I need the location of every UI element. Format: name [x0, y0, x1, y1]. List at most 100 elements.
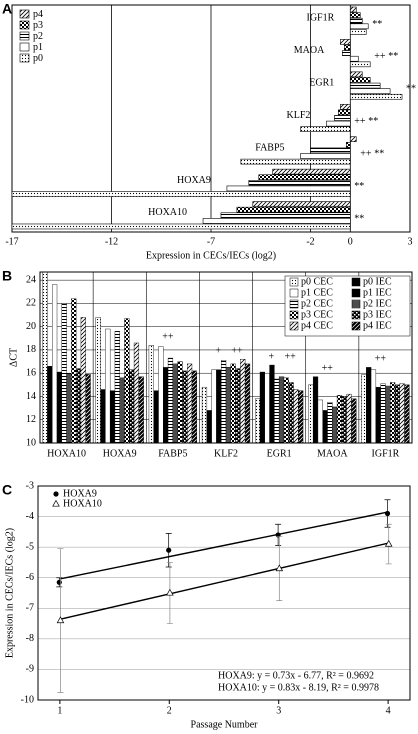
- significance-mark: **: [354, 181, 364, 192]
- bar: [298, 390, 304, 444]
- y-tick-label: 12: [26, 414, 36, 425]
- significance-mark: ++: [375, 354, 387, 365]
- bar: [351, 398, 357, 444]
- legend-swatch: [289, 288, 299, 298]
- bar: [71, 298, 77, 444]
- data-point: [166, 547, 172, 553]
- legend-swatch: [351, 321, 361, 331]
- bar: [310, 147, 351, 154]
- significance-mark: ++: [360, 148, 372, 159]
- bar: [133, 342, 140, 444]
- y-tick-label: 24: [26, 274, 36, 285]
- bar: [248, 180, 351, 186]
- data-point: [166, 588, 174, 596]
- significance-mark: +: [269, 351, 275, 362]
- bar: [226, 185, 351, 192]
- bar: [334, 115, 351, 121]
- fit-equation: HOXA9: y = 0.73x - 6.77, R² = 0.9692: [218, 670, 374, 681]
- significance-mark: ++: [322, 363, 334, 374]
- y-tick-label: -8: [26, 633, 34, 644]
- bar: [167, 357, 174, 444]
- data-point: [384, 510, 391, 517]
- legend-label: p3 IEC: [363, 309, 392, 320]
- bar: [264, 373, 270, 444]
- legend-swatch: [289, 277, 299, 287]
- bar: [158, 346, 164, 444]
- bar: [119, 377, 125, 444]
- bar: [201, 386, 208, 444]
- bar: [349, 12, 361, 18]
- bar: [220, 212, 351, 219]
- bar: [211, 369, 217, 444]
- y-axis-label: ΔCT: [8, 348, 19, 367]
- bar: [258, 174, 351, 181]
- gene-label: KLF2: [287, 110, 311, 121]
- bar: [308, 384, 314, 444]
- bar: [349, 61, 371, 68]
- y-tick-label: 16: [26, 368, 36, 379]
- significance-mark: ++: [285, 351, 297, 362]
- bar: [390, 382, 396, 444]
- bar: [349, 82, 381, 89]
- legend-label: p1 CEC: [301, 287, 333, 298]
- legend-label: p2: [33, 31, 43, 42]
- bar: [322, 410, 328, 444]
- significance-mark: **: [354, 213, 364, 224]
- bar: [100, 389, 106, 444]
- bar: [202, 218, 351, 224]
- legend-box: [284, 275, 411, 337]
- y-tick-label: -10: [21, 694, 34, 705]
- bar: [399, 383, 405, 444]
- bar: [172, 363, 178, 444]
- bar: [259, 371, 265, 444]
- bar: [225, 367, 231, 444]
- legend-label: p3 CEC: [301, 309, 333, 320]
- bar: [394, 384, 400, 444]
- significance-mark: **: [406, 84, 416, 95]
- bar: [404, 384, 410, 444]
- bar: [129, 369, 135, 444]
- panel-label: A: [2, 1, 12, 17]
- bar: [332, 406, 338, 444]
- bar: [349, 77, 371, 83]
- bar: [375, 386, 381, 444]
- legend-label: p2 IEC: [363, 298, 392, 309]
- bar: [244, 363, 251, 444]
- data-point: [275, 564, 284, 572]
- bar: [326, 120, 351, 127]
- bar: [349, 23, 369, 30]
- panel-label: B: [2, 268, 12, 284]
- bar: [349, 17, 363, 24]
- y-tick-label: -6: [26, 572, 34, 583]
- bar: [206, 410, 212, 444]
- bar: [163, 367, 169, 444]
- bar: [11, 223, 351, 230]
- legend-swatch: [19, 9, 30, 19]
- legend-label: p1: [33, 42, 43, 53]
- x-tick-label: 2: [167, 705, 172, 716]
- bar: [380, 383, 386, 444]
- data-point: [53, 491, 59, 497]
- bar: [42, 271, 48, 444]
- y-tick-label: 18: [26, 344, 36, 355]
- x-tick-label: 1: [57, 705, 62, 716]
- data-point: [52, 499, 60, 507]
- x-axis-label: Passage Number: [191, 719, 259, 730]
- x-tick-label: -17: [5, 236, 18, 247]
- bar: [346, 393, 352, 444]
- bar: [370, 369, 377, 444]
- x-tick-label: HOXA9: [103, 448, 137, 459]
- bar: [240, 158, 351, 165]
- bar: [361, 374, 367, 444]
- significance-mark: **: [372, 19, 382, 30]
- trend-line: [59, 511, 389, 580]
- significance-mark: **: [374, 148, 384, 159]
- bar: [56, 371, 62, 444]
- bar: [340, 39, 351, 45]
- legend-label: p4 CEC: [301, 320, 333, 331]
- y-tick-label: -3: [26, 480, 34, 491]
- bar: [293, 389, 299, 444]
- plot-frame: [37, 485, 411, 701]
- bar: [349, 93, 403, 100]
